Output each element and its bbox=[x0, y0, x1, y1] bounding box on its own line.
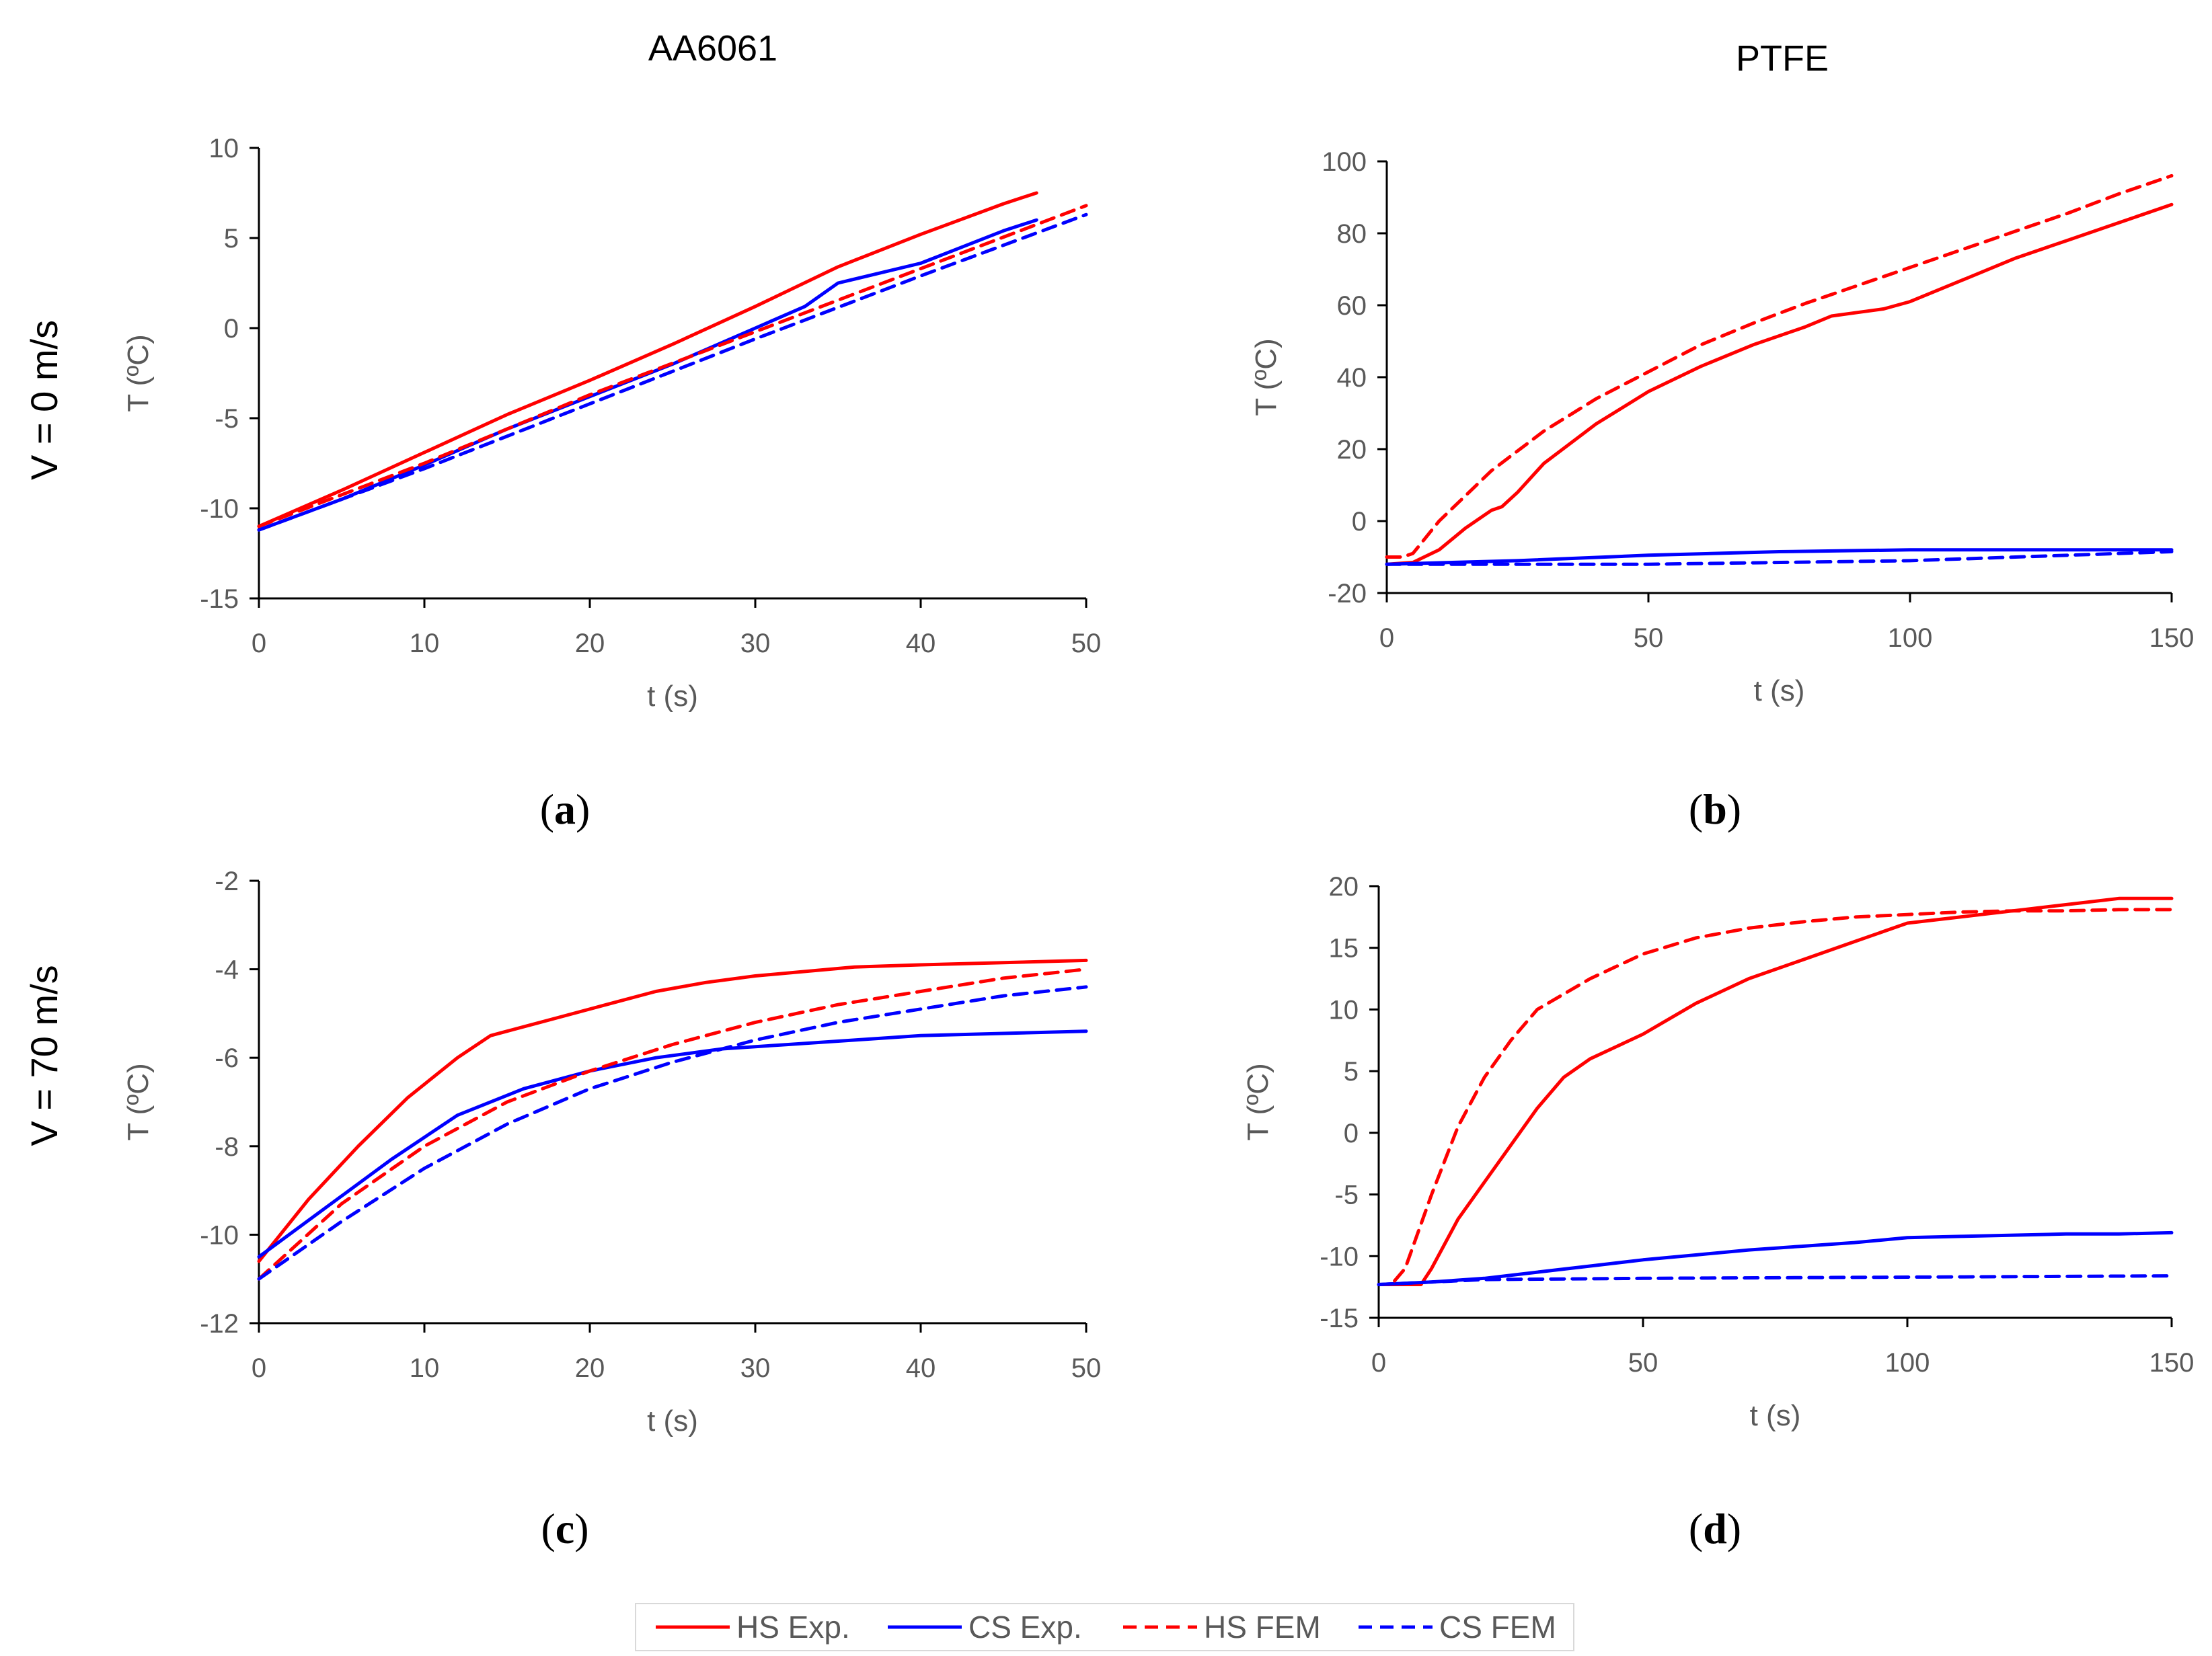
column-title-ptfe: PTFE bbox=[1736, 38, 1829, 79]
panel-label-c: (c) bbox=[541, 1505, 588, 1552]
series-line-hs-exp bbox=[257, 191, 1038, 528]
y-tick-label: 20 bbox=[1337, 435, 1367, 465]
row-title-v70: V = 70 m/s bbox=[23, 965, 65, 1146]
row-title-v0: V = 0 m/s bbox=[23, 320, 65, 480]
x-tick-label: 150 bbox=[2149, 1348, 2195, 1378]
series-line-cs-fem bbox=[257, 985, 1088, 1281]
series-line-cs-exp bbox=[257, 218, 1038, 532]
x-tick-label: 0 bbox=[252, 1353, 266, 1383]
series-line-hs-fem bbox=[1385, 173, 2174, 559]
series-line-hs-fem bbox=[257, 968, 1088, 1281]
y-tick-label: 0 bbox=[1352, 507, 1367, 537]
x-tick-label: 0 bbox=[252, 629, 266, 658]
legend-label-cs-fem: CS FEM bbox=[1439, 1610, 1556, 1645]
series-line-hs-exp bbox=[1385, 202, 2174, 566]
y-tick-label: 20 bbox=[1329, 872, 1359, 902]
x-tick-label: 30 bbox=[740, 629, 771, 658]
series-line-hs-exp bbox=[1377, 896, 2174, 1286]
series-line-cs-fem bbox=[1385, 550, 2174, 566]
x-tick-label: 40 bbox=[906, 1353, 936, 1383]
chart-b: -20 0 20 40 60 80 100 0 50 100 150 t (s) T (ºC) bbox=[1250, 147, 2194, 707]
y-axis-label: T (ºC) bbox=[1250, 338, 1283, 416]
y-tick-label: 10 bbox=[209, 134, 239, 163]
x-tick-label: 20 bbox=[575, 629, 605, 658]
y-tick-label: -10 bbox=[200, 1220, 239, 1250]
x-tick-label: 50 bbox=[1628, 1348, 1658, 1378]
y-axis-label: T (ºC) bbox=[1242, 1063, 1274, 1140]
y-tick-label: 100 bbox=[1322, 147, 1367, 177]
y-tick-label: -10 bbox=[1320, 1242, 1359, 1271]
x-tick-label: 0 bbox=[1379, 623, 1394, 653]
x-axis-label: t (s) bbox=[1754, 674, 1805, 707]
x-tick-label: 150 bbox=[2149, 623, 2195, 653]
y-tick-label: 15 bbox=[1329, 934, 1359, 963]
legend-label-cs-exp: CS Exp. bbox=[968, 1610, 1082, 1645]
series-line-cs-exp bbox=[257, 1029, 1088, 1259]
x-axis-label: t (s) bbox=[647, 680, 698, 713]
series-line-hs-fem bbox=[257, 204, 1088, 528]
y-tick-label: -8 bbox=[215, 1132, 239, 1162]
legend: HS Exp. CS Exp. HS FEM CS FEM bbox=[635, 1603, 1574, 1651]
panel-label-b: (b) bbox=[1689, 785, 1741, 833]
chart-c: -12 -10 -8 -6 -4 -2 0 10 20 30 40 50 t (s) T (ºC) bbox=[122, 867, 1101, 1437]
series-line-hs-exp bbox=[257, 958, 1088, 1263]
x-tick-label: 40 bbox=[906, 629, 936, 658]
series-line-cs-fem bbox=[1377, 1274, 2174, 1286]
x-axis-label: t (s) bbox=[647, 1405, 698, 1437]
series-line-cs-exp bbox=[1377, 1230, 2174, 1286]
y-tick-label: 5 bbox=[224, 224, 239, 253]
legend-label-hs-exp: HS Exp. bbox=[736, 1610, 850, 1645]
y-axis-label: T (ºC) bbox=[122, 1063, 155, 1140]
legend-label-hs-fem: HS FEM bbox=[1204, 1610, 1321, 1645]
column-title-aa6061: AA6061 bbox=[648, 28, 777, 69]
y-axis-label: T (ºC) bbox=[122, 334, 155, 411]
panel-label-a: (a) bbox=[540, 785, 590, 833]
y-tick-label: -2 bbox=[215, 867, 239, 896]
chart-d: -15 -10 -5 0 5 10 15 20 0 50 100 150 t (s) T (ºC) bbox=[1242, 872, 2194, 1432]
y-tick-label: -15 bbox=[1320, 1304, 1359, 1333]
y-tick-label: -10 bbox=[200, 494, 239, 524]
x-tick-label: 100 bbox=[1885, 1348, 1930, 1378]
chart-a: -15 -10 -5 0 5 10 0 10 20 30 40 50 t (s) T (ºC) bbox=[122, 134, 1101, 713]
x-axis-label: t (s) bbox=[1750, 1399, 1801, 1432]
series-line-hs-fem bbox=[1393, 908, 2174, 1283]
panel-label-d: (d) bbox=[1689, 1505, 1741, 1552]
y-tick-label: -20 bbox=[1328, 579, 1367, 608]
series-line-cs-exp bbox=[1385, 548, 2174, 566]
y-tick-label: 0 bbox=[1344, 1119, 1359, 1148]
x-tick-label: 50 bbox=[1634, 623, 1664, 653]
series-line-cs-fem bbox=[257, 212, 1088, 532]
y-tick-label: -12 bbox=[200, 1309, 239, 1339]
x-tick-label: 100 bbox=[1888, 623, 1933, 653]
y-tick-label: 60 bbox=[1337, 291, 1367, 321]
x-tick-label: 20 bbox=[575, 1353, 605, 1383]
y-tick-label: -5 bbox=[215, 404, 239, 434]
y-tick-label: 80 bbox=[1337, 219, 1367, 249]
x-tick-label: 0 bbox=[1371, 1348, 1386, 1378]
x-tick-label: 50 bbox=[1071, 629, 1102, 658]
x-tick-label: 30 bbox=[740, 1353, 771, 1383]
y-tick-label: -5 bbox=[1334, 1181, 1359, 1210]
y-tick-label: -6 bbox=[215, 1043, 239, 1073]
y-tick-label: 5 bbox=[1344, 1057, 1359, 1087]
y-tick-label: 0 bbox=[224, 314, 239, 344]
x-tick-label: 10 bbox=[410, 1353, 440, 1383]
y-tick-label: 40 bbox=[1337, 363, 1367, 393]
legend-box bbox=[635, 1603, 1574, 1651]
y-tick-label: -4 bbox=[215, 955, 239, 985]
x-tick-label: 10 bbox=[410, 629, 440, 658]
y-tick-label: 10 bbox=[1329, 995, 1359, 1025]
x-tick-label: 50 bbox=[1071, 1353, 1102, 1383]
y-tick-label: -15 bbox=[200, 584, 239, 614]
